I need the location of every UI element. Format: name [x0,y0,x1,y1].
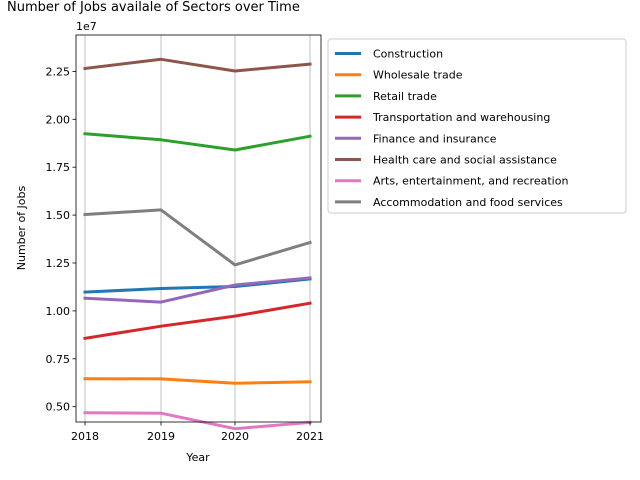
y-tick-label: 1.25 [46,257,71,270]
y-tick-label: 2.25 [46,65,71,78]
series-line [83,411,312,431]
x-tick-label: 2020 [221,430,249,443]
legend-entry: Health care and social assistance [373,154,557,167]
x-axis-label: Year [185,451,210,464]
y-tick-label: 2.00 [46,113,71,126]
legend: Construction Wholesale trade Retail trade T… [327,38,627,214]
legend-entry: Accommodation and food services [373,196,563,209]
chart-title: Number of Jobs availale of Sectors over … [7,0,300,15]
series-line [83,301,312,341]
y-axis: 0.50 0.75 1.00 1.25 1.50 1.75 2.00 2.25 [46,65,76,414]
y-tick-label: 1.50 [46,209,71,222]
plot-area-frame [75,34,322,423]
series-lines [83,57,312,431]
series-line [83,132,312,152]
y-tick-label: 1.00 [46,305,71,318]
legend-entry: Transportation and warehousing [372,111,550,124]
legend-entry: Wholesale trade [373,69,463,82]
x-tick-label: 2021 [296,430,324,443]
series-line [83,57,312,73]
y-tick-label: 1.75 [46,161,71,174]
legend-entry: Construction [373,48,443,61]
y-tick-label: 0.75 [46,353,71,366]
legend-entry: Arts, entertainment, and recreation [373,175,568,188]
y-tick-label: 0.50 [46,401,71,414]
x-tick-label: 2019 [147,430,175,443]
legend-entry: Finance and insurance [373,132,497,145]
x-tick-label: 2018 [71,430,99,443]
series-line [83,377,312,385]
x-axis: 2018 2019 2020 2021 [71,422,324,443]
grid-lines [84,35,311,422]
y-multiplier-label: 1e7 [76,20,97,33]
series-line [83,276,312,304]
series-line [83,208,312,267]
legend-frame [327,38,627,214]
legend-entry: Retail trade [373,90,437,103]
y-axis-label: Number of Jobs [15,186,28,271]
